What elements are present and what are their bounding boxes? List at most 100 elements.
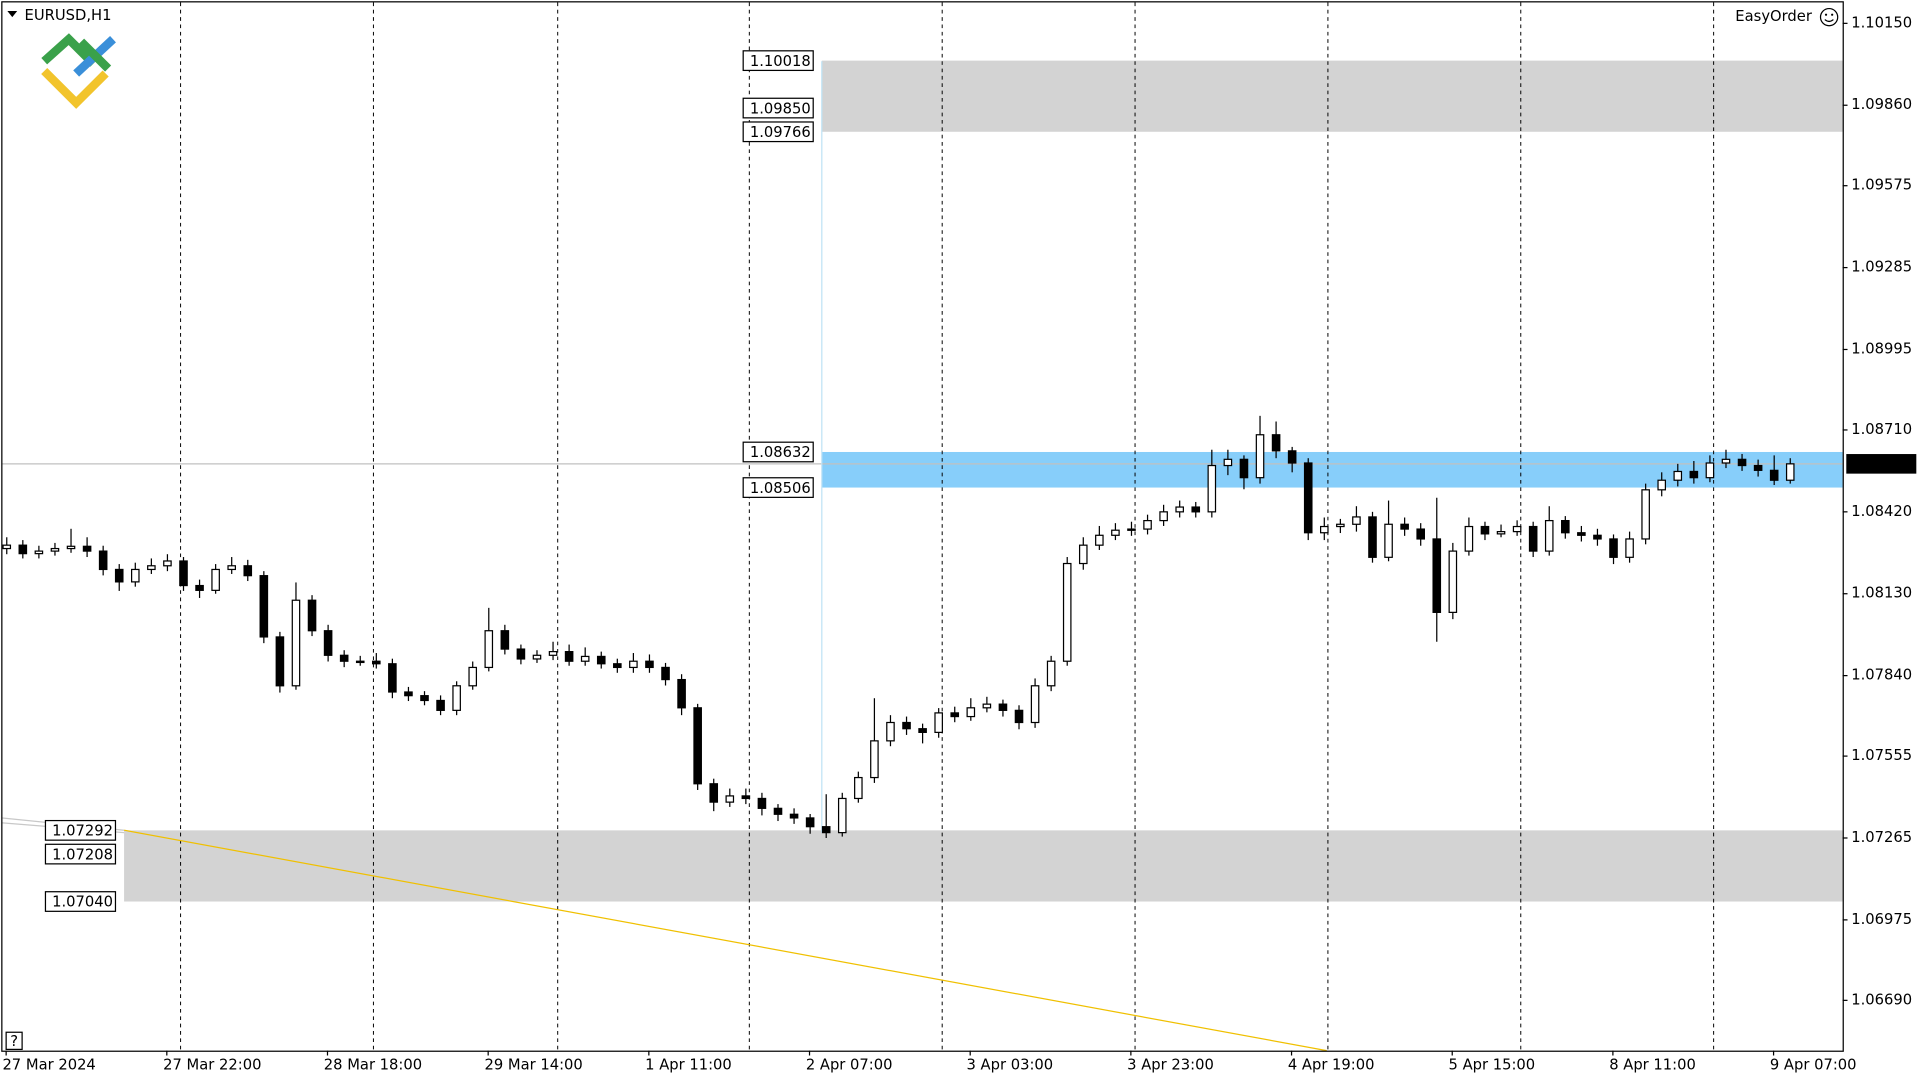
candle-body xyxy=(1753,464,1763,471)
candle-body xyxy=(114,568,124,583)
help-label[interactable]: ? xyxy=(10,1033,18,1050)
candle-body xyxy=(564,651,574,662)
candle-body xyxy=(163,560,172,567)
candle-body xyxy=(1512,525,1522,533)
candle-body xyxy=(420,695,429,702)
candle-body xyxy=(998,703,1008,711)
y-tick-label: 1.09860 xyxy=(1851,96,1912,113)
x-tick-label: 3 Apr 03:00 xyxy=(967,1056,1054,1073)
candle-body xyxy=(1448,550,1458,613)
zone xyxy=(821,60,1843,132)
candle-body xyxy=(677,678,686,709)
y-tick-label: 1.08420 xyxy=(1851,503,1912,520)
candle-body xyxy=(1078,544,1088,565)
candle-body xyxy=(725,795,735,803)
candle-body xyxy=(902,721,911,730)
x-tick-label: 27 Mar 22:00 xyxy=(163,1056,261,1073)
candle-body xyxy=(1641,489,1650,540)
candle-body xyxy=(757,797,767,809)
current-price-label: 1.08590 xyxy=(1851,456,1912,473)
candle-body xyxy=(886,721,895,742)
x-tick-label: 29 Mar 14:00 xyxy=(484,1056,582,1073)
candle-body xyxy=(645,660,654,669)
candle-body xyxy=(1561,519,1570,534)
candle-body xyxy=(1625,538,1634,558)
symbol-menu-arrow[interactable] xyxy=(7,11,18,18)
candle-body xyxy=(805,817,815,828)
candle-body xyxy=(1432,538,1442,613)
y-tick-label: 1.10150 xyxy=(1851,14,1912,31)
candle-body xyxy=(227,565,237,571)
zone-level-label: 1.10018 xyxy=(750,53,811,70)
candle-body xyxy=(243,565,253,577)
candle-body xyxy=(1111,529,1120,536)
smiley-icon xyxy=(1819,7,1839,27)
candle-body xyxy=(516,648,526,660)
candle-body xyxy=(1095,534,1104,546)
y-tick-label: 1.06690 xyxy=(1851,991,1912,1008)
candle-body xyxy=(1030,685,1040,724)
candle-body xyxy=(1319,525,1329,534)
candle-body xyxy=(388,663,397,693)
candle-body xyxy=(211,568,220,591)
candle-body xyxy=(34,550,44,555)
candle-body xyxy=(98,550,108,571)
candle-body xyxy=(404,691,413,697)
candle-body xyxy=(147,565,156,571)
x-tick-label: 9 Apr 07:00 xyxy=(1770,1056,1857,1073)
y-tick-label: 1.08995 xyxy=(1851,340,1912,357)
candle-body xyxy=(1657,479,1667,491)
candle-body xyxy=(1191,506,1201,513)
candle-body xyxy=(821,826,831,834)
candle-body xyxy=(275,636,285,687)
y-tick-label: 1.08130 xyxy=(1851,585,1912,602)
tool-label[interactable]: EasyOrder xyxy=(1735,8,1813,25)
candle-body xyxy=(1480,525,1490,535)
candle-body xyxy=(789,813,799,819)
candle-body xyxy=(1352,516,1361,525)
x-tick-label: 4 Apr 19:00 xyxy=(1288,1056,1375,1073)
candles-layer xyxy=(2,415,1795,838)
zone-level-label: 1.07040 xyxy=(52,894,113,911)
y-tick-label: 1.07840 xyxy=(1851,667,1912,684)
zone-level-label: 1.08506 xyxy=(750,480,811,497)
zone-level-box xyxy=(742,97,814,119)
candle-body xyxy=(179,560,188,587)
help-button[interactable] xyxy=(5,1031,23,1050)
candle-body xyxy=(259,575,269,638)
candle-body xyxy=(580,655,590,662)
candle-body xyxy=(1577,532,1586,536)
x-tick-label: 8 Apr 11:00 xyxy=(1609,1056,1696,1073)
candle-body xyxy=(1496,531,1506,535)
candle-body xyxy=(323,630,333,656)
candle-body xyxy=(1785,463,1795,481)
x-tick-label: 1 Apr 11:00 xyxy=(645,1056,732,1073)
candle-body xyxy=(693,707,702,785)
candle-body xyxy=(130,568,140,583)
y-tick-label: 1.09285 xyxy=(1851,259,1912,276)
y-tick-label: 1.07555 xyxy=(1851,747,1912,764)
candle-body xyxy=(1384,523,1393,558)
candle-body xyxy=(484,630,494,669)
x-tick-label: 2 Apr 07:00 xyxy=(806,1056,893,1073)
symbol-title: EURUSD,H1 xyxy=(25,7,112,24)
candle-body xyxy=(18,544,28,555)
candle-body xyxy=(1207,464,1217,513)
candle-body xyxy=(870,740,879,779)
candle-body xyxy=(741,795,751,800)
candle-body xyxy=(596,655,606,665)
zone-level-box xyxy=(44,819,117,841)
candle-body xyxy=(950,712,960,718)
candle-body xyxy=(837,797,847,834)
candle-body xyxy=(468,666,478,687)
candle-body xyxy=(1255,434,1265,479)
zone-level-label: 1.07208 xyxy=(52,846,113,863)
candle-body xyxy=(629,660,638,669)
candle-body xyxy=(773,807,783,815)
zones-layer xyxy=(124,60,1843,902)
candle-body xyxy=(1368,516,1377,558)
plot-frame xyxy=(1,1,1844,1052)
candle-body xyxy=(1239,458,1249,479)
candle-body xyxy=(1528,525,1538,552)
